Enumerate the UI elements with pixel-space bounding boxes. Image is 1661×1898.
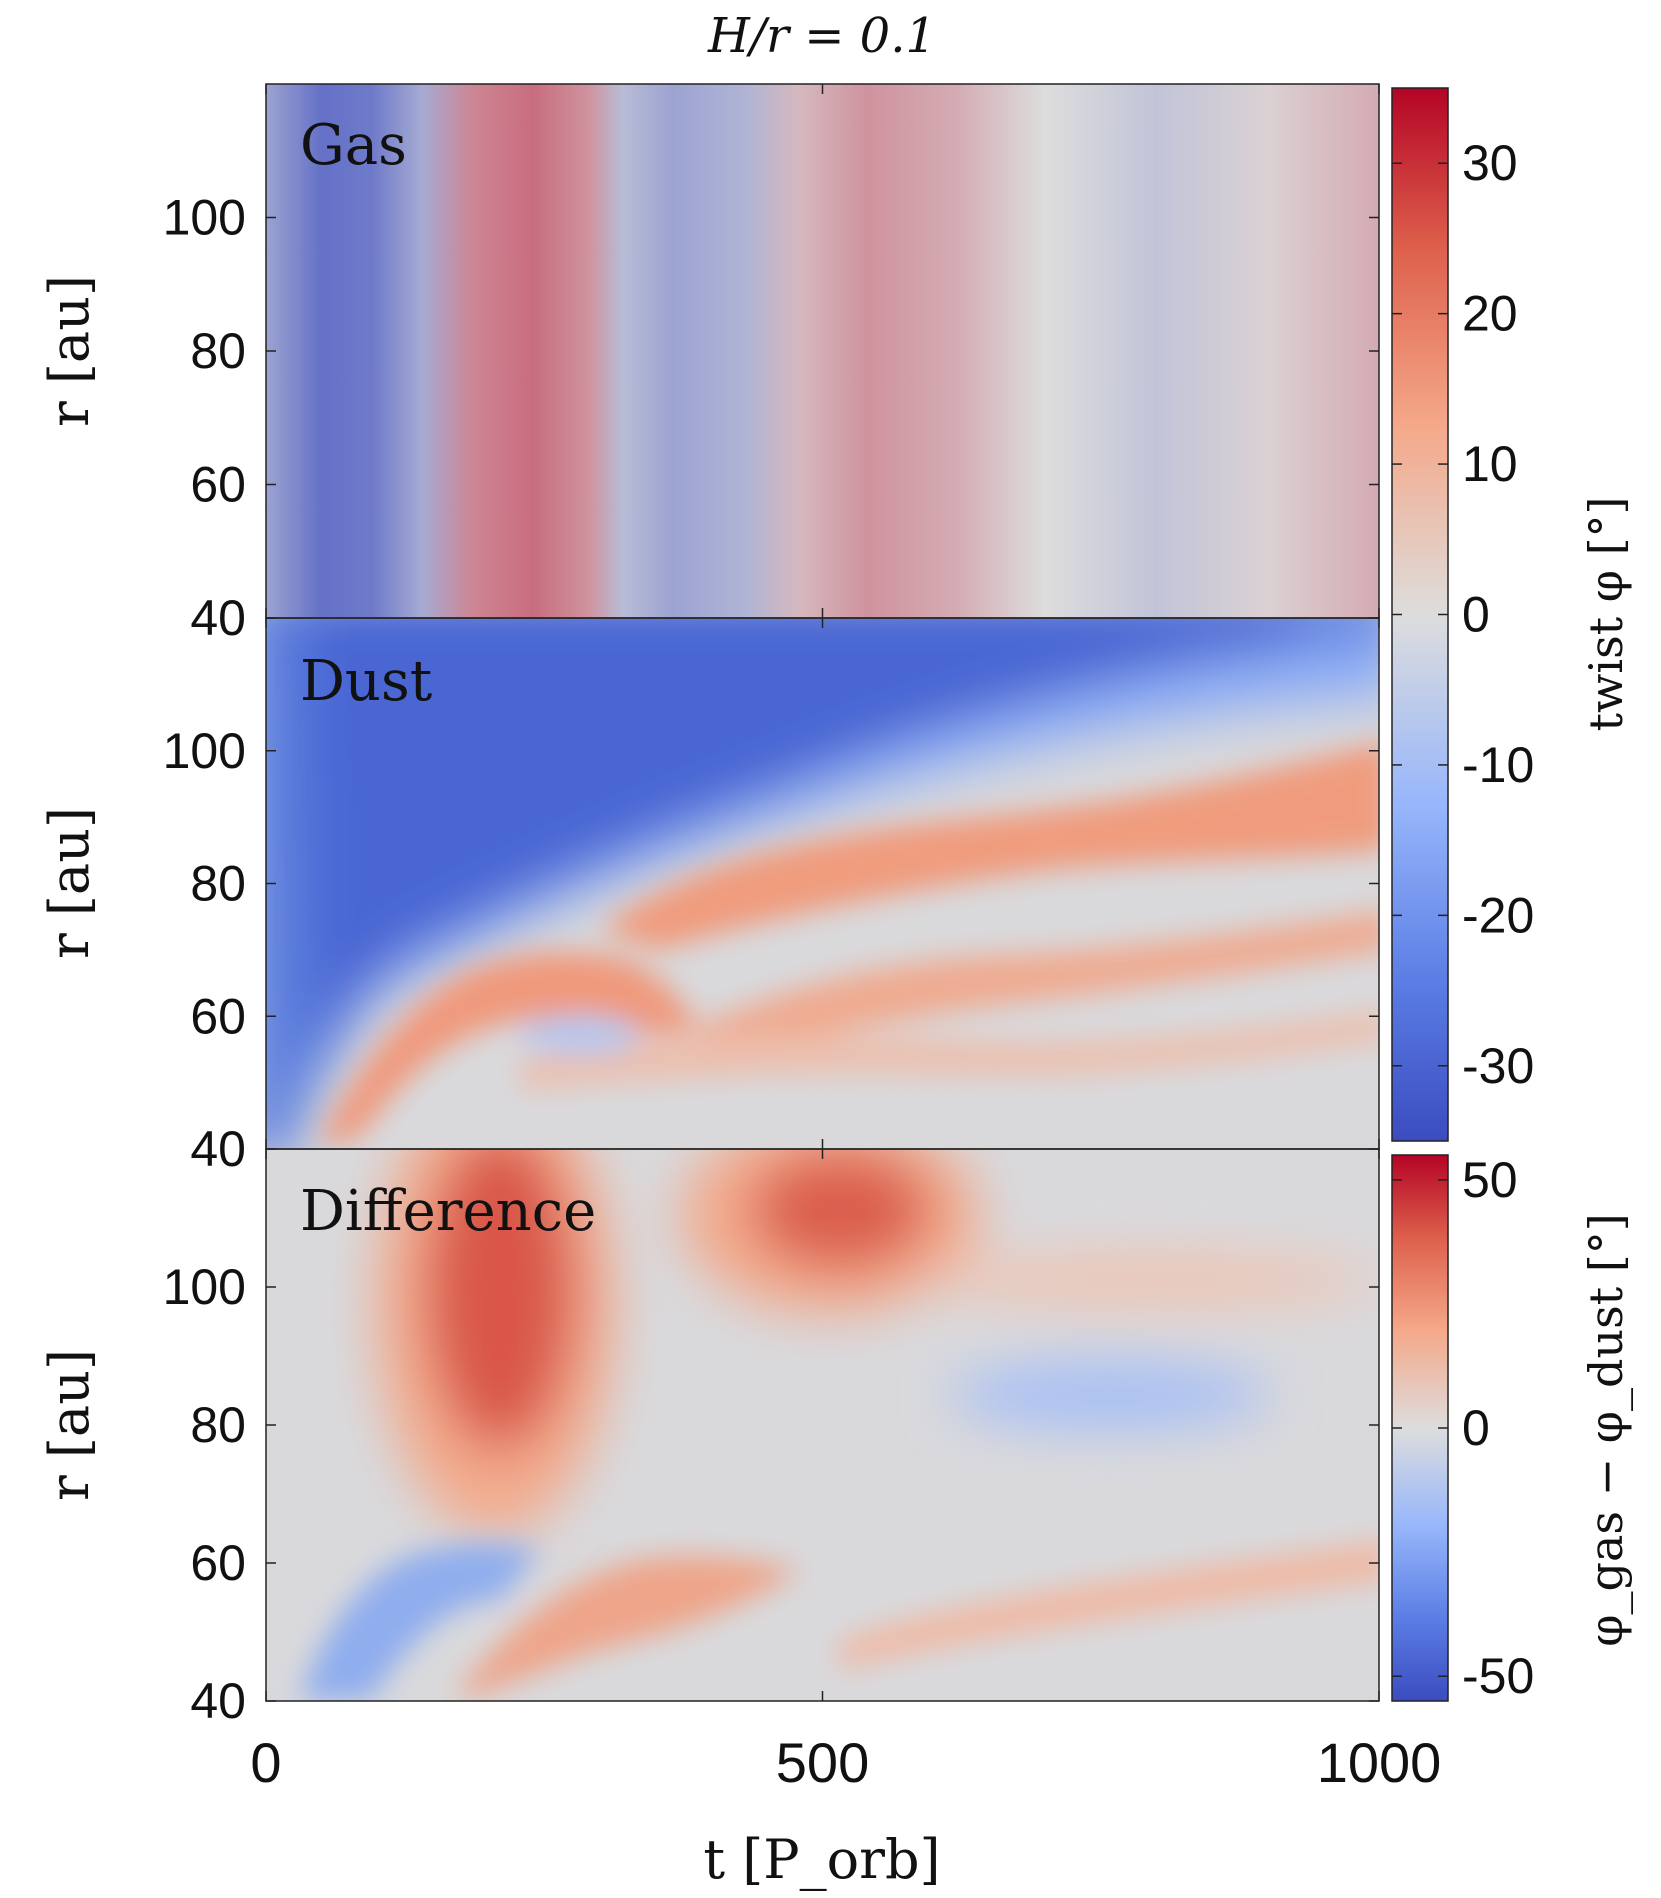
colorbar-tick-label: 0 (1462, 587, 1490, 643)
colorbar-tick-label: 50 (1462, 1152, 1518, 1208)
difference-red-blob-late-core (750, 1150, 930, 1270)
x-axis-label: t [P_orb] (703, 1828, 940, 1891)
panel-difference: Difference (266, 1149, 1379, 1701)
chart-title: H/r = 0.1 (707, 8, 936, 64)
x-tick-label: 0 (250, 1731, 281, 1794)
y-tick-label: 80 (190, 323, 246, 379)
dust-blue-pocket (520, 1015, 640, 1055)
y-tick-label: 80 (190, 1397, 246, 1453)
gas-twist-heatmap (266, 84, 1379, 618)
dust-red-ridge-mid (700, 911, 1379, 1060)
colorbar-tick-label: 20 (1462, 286, 1518, 342)
x-tick-label: 500 (776, 1731, 869, 1794)
difference-red-ridge-right (840, 1541, 1379, 1670)
y-tick-label: 40 (190, 1673, 246, 1729)
difference-blue-ridge-inner (300, 1543, 540, 1700)
colorbar-difference-ticks: 50 0 -50 (1392, 1152, 1534, 1704)
colorbar-tick-label: -50 (1462, 1648, 1534, 1704)
panel-label-difference: Difference (300, 1179, 596, 1244)
y-tick-label: 100 (163, 723, 246, 779)
difference-red-ridge-lower (460, 1555, 800, 1700)
colorbar-tick-label: -10 (1462, 737, 1534, 793)
colorbar-tick-label: 0 (1462, 1400, 1490, 1456)
colorbar-twist-ticks: 30 20 10 0 -10 -20 -30 (1392, 135, 1534, 1094)
y-tick-label: 100 (163, 190, 246, 246)
colorbar-tick-label: -20 (1462, 887, 1534, 943)
y-axis-label-gas: r [au] (38, 275, 101, 427)
x-tick-label: 1000 (1317, 1731, 1442, 1794)
y-tick-label: 60 (190, 1535, 246, 1591)
colorbar-tick-label: -30 (1462, 1038, 1534, 1094)
colorbar-twist-label: twist φ [°] (1579, 496, 1633, 731)
colorbar-difference: 50 0 -50 φ_gas − φ_dust [°] (1391, 1152, 1633, 1704)
dust-blue-wedge-core (300, 618, 1300, 1080)
colorbar-twist: 30 20 10 0 -10 -20 -30 twist φ [°] (1391, 87, 1633, 1142)
y-axis-label-dust: r [au] (38, 807, 101, 959)
y-tick-label: 60 (190, 457, 246, 513)
colorbar-tick-label: 30 (1462, 135, 1518, 191)
difference-red-blob-early-core (425, 1149, 575, 1450)
y-axis-label-difference: r [au] (38, 1349, 101, 1501)
y-tick-label: 60 (190, 988, 246, 1044)
difference-blue-blob (950, 1360, 1270, 1430)
dust-red-ridge-upper (600, 742, 1379, 950)
colorbar-difference-label: φ_gas − φ_dust [°] (1579, 1213, 1633, 1646)
y-tick-label: 80 (190, 856, 246, 912)
panel-label-dust: Dust (300, 649, 433, 714)
panel-gas: Gas (266, 84, 1379, 618)
y-tick-label: 40 (190, 590, 246, 646)
dust-red-ridge-inner (320, 952, 700, 1144)
dust-red-ridge-lower (520, 1011, 1379, 1090)
y-tick-label: 40 (190, 1121, 246, 1177)
difference-faint-red-band (920, 1254, 1379, 1306)
panel-label-gas: Gas (300, 113, 407, 178)
y-tick-label: 100 (163, 1259, 246, 1315)
panel-dust: Dust (266, 618, 1379, 1149)
colorbar-tick-label: 10 (1462, 436, 1518, 492)
